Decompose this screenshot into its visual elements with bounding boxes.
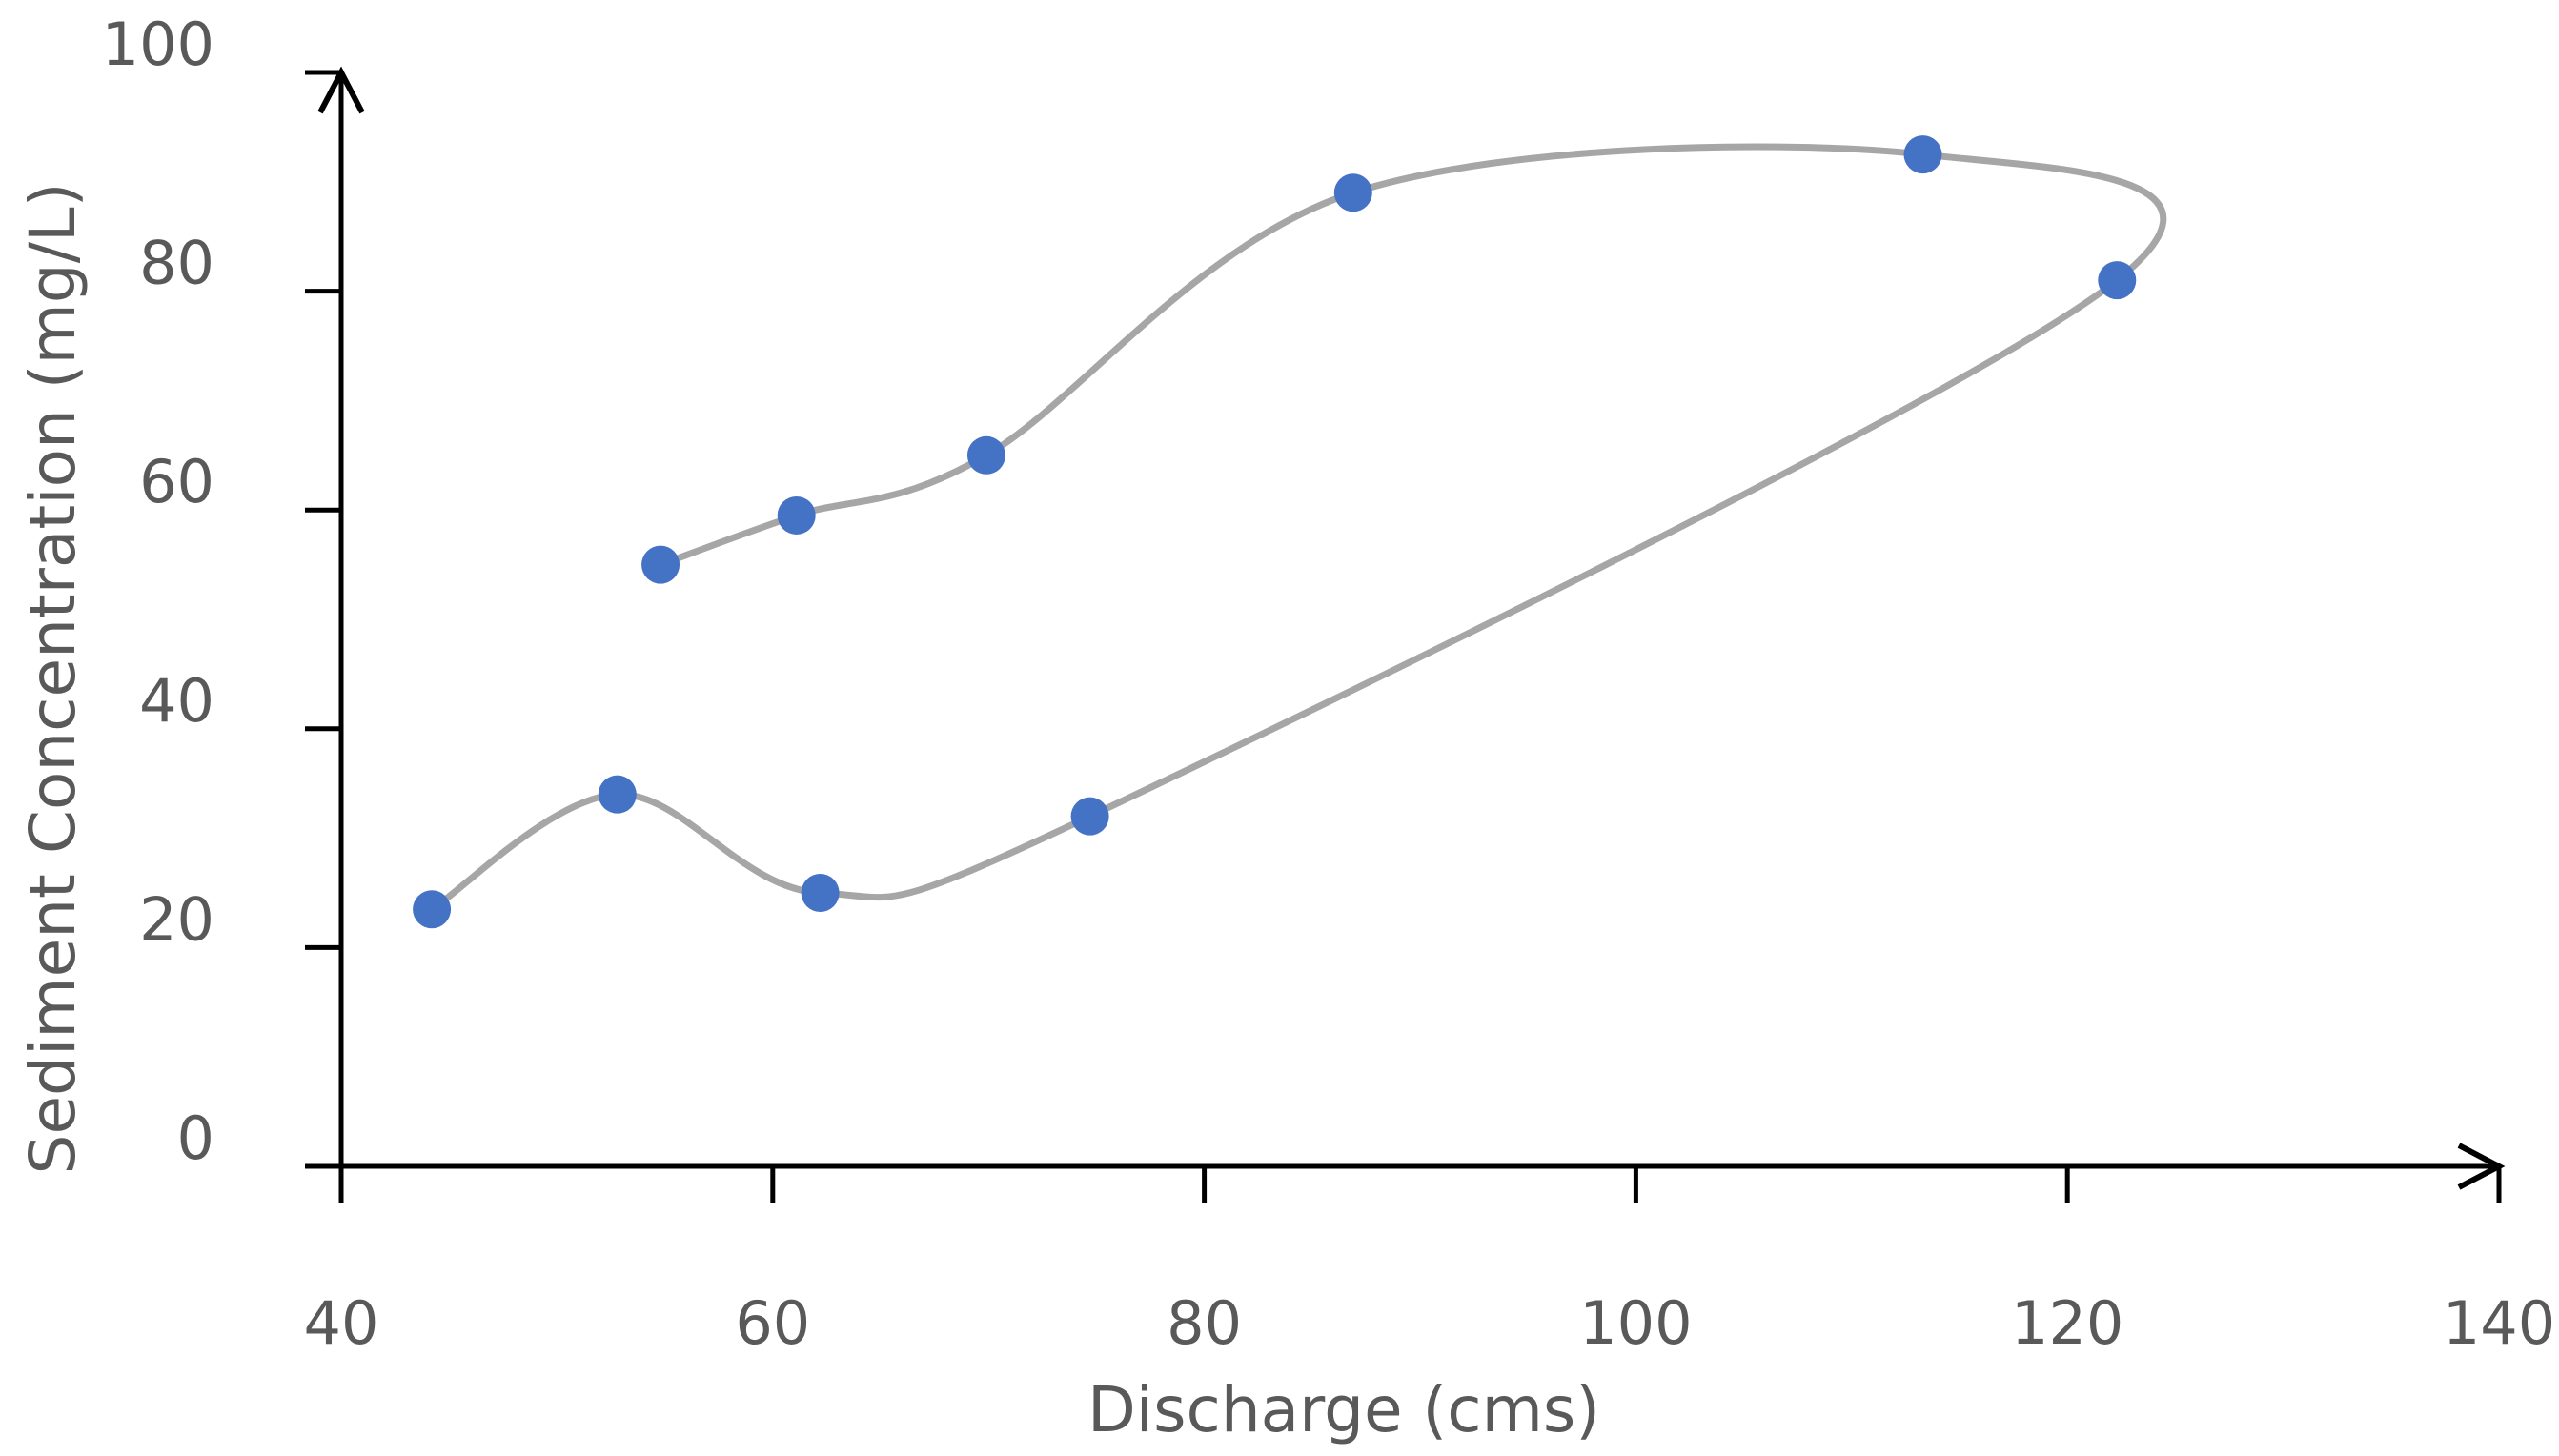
data-point — [801, 874, 840, 912]
tick-labels: 0 20 40 60 80 100 40 60 80 100 120 140 — [102, 10, 2556, 1358]
y-tick-label: 60 — [139, 447, 214, 516]
x-tick-label: 140 — [2443, 1288, 2555, 1358]
data-point — [1070, 797, 1109, 836]
y-tick-label: 100 — [102, 10, 214, 79]
data-point — [413, 890, 452, 929]
y-tick-label: 20 — [139, 884, 214, 954]
data-point — [966, 435, 1005, 475]
data-point — [2098, 261, 2137, 300]
data-point — [777, 495, 816, 535]
y-tick-label: 80 — [139, 229, 214, 298]
data-point — [641, 545, 680, 584]
x-tick-label: 100 — [1579, 1288, 1692, 1358]
y-tick-label: 0 — [177, 1103, 214, 1173]
axes — [305, 66, 2506, 1203]
x-tick-label: 60 — [735, 1288, 810, 1358]
points-layer — [413, 135, 2137, 929]
series-line — [428, 143, 2167, 913]
x-axis-title: Discharge (cms) — [1087, 1373, 1600, 1446]
data-point — [1333, 173, 1372, 212]
data-point — [598, 775, 637, 814]
y-tick-label: 40 — [139, 666, 214, 736]
x-tick-label: 120 — [2011, 1288, 2123, 1358]
curve-layer — [428, 143, 2167, 913]
data-point — [1903, 135, 1942, 174]
x-tick-label: 80 — [1167, 1288, 1242, 1358]
y-axis-title: Sediment Concentration (mg/L) — [16, 183, 90, 1175]
x-tick-label: 40 — [304, 1288, 379, 1358]
